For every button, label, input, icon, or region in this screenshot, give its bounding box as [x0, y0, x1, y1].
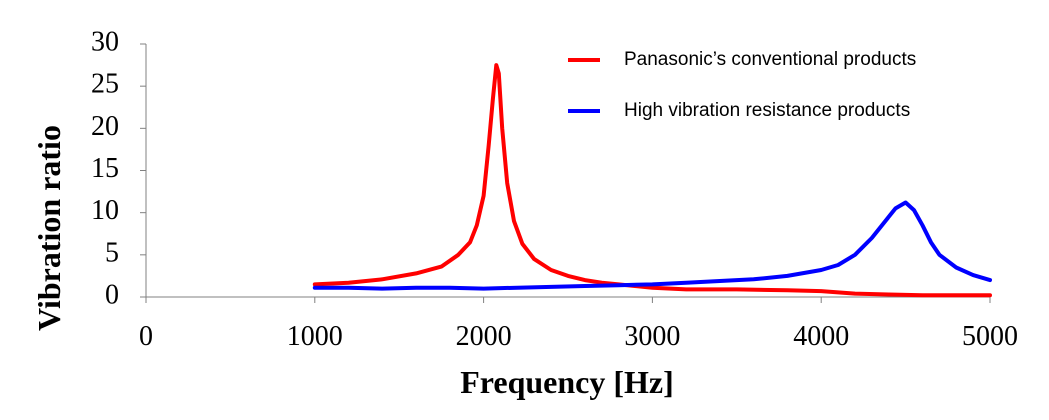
- x-tick-label: 2000: [456, 321, 512, 352]
- y-tick-label: 0: [105, 279, 119, 310]
- legend: Panasonic’s conventional products High v…: [568, 49, 916, 121]
- legend-label-conventional: Panasonic’s conventional products: [624, 49, 916, 70]
- y-tick-label: 10: [91, 195, 119, 226]
- y-tick-label: 30: [91, 26, 119, 57]
- y-axis-title: Vibration ratio: [31, 125, 67, 331]
- x-tick-label: 5000: [962, 321, 1018, 352]
- y-tick-label: 20: [91, 111, 119, 142]
- y-tick-label: 15: [91, 153, 119, 184]
- legend-label-high-resistance: High vibration resistance products: [624, 100, 910, 121]
- series-lines: [312, 63, 992, 298]
- series-line-high-resistance: [312, 200, 992, 291]
- y-axis-ticks: 0 5 10 15 20 25 30: [91, 26, 146, 310]
- x-tick-label: 0: [139, 321, 153, 352]
- axes: [145, 44, 990, 298]
- y-tick-label: 25: [91, 69, 119, 100]
- x-tick-label: 1000: [287, 321, 343, 352]
- x-axis-ticks: 0 1000 2000 3000 4000 5000: [139, 297, 1018, 352]
- x-tick-label: 3000: [624, 321, 680, 352]
- x-tick-label: 4000: [793, 321, 849, 352]
- x-axis-title: Frequency [Hz]: [460, 364, 674, 400]
- y-tick-label: 5: [105, 237, 119, 268]
- series-line-conventional: [312, 63, 992, 298]
